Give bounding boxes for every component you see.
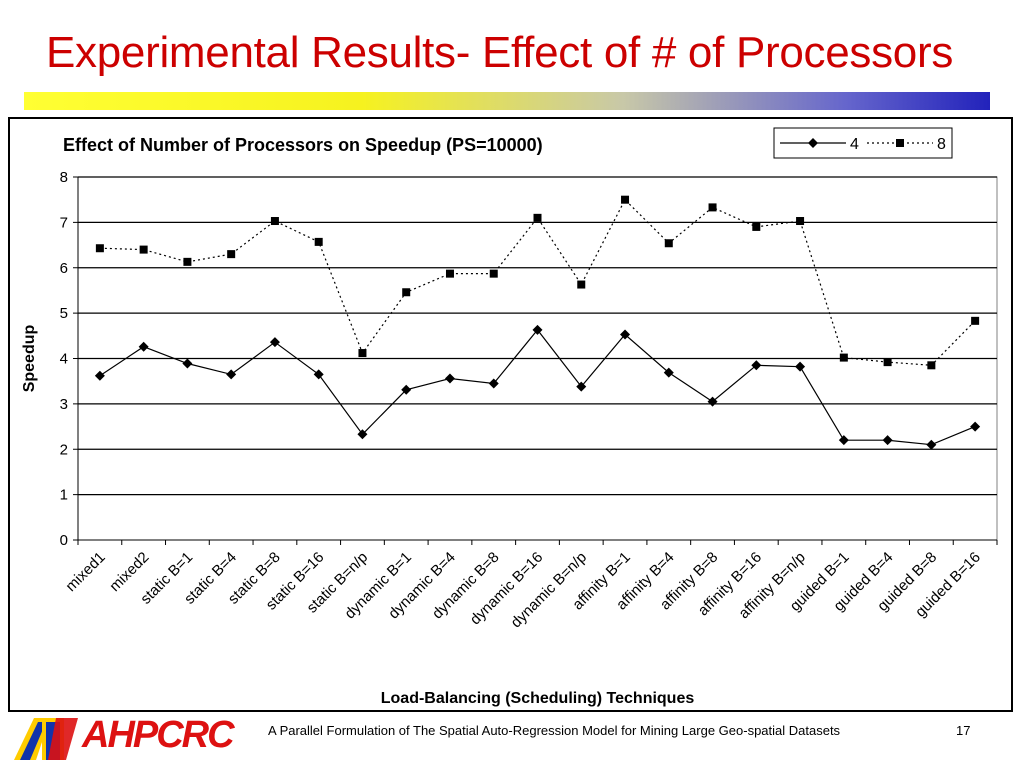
data-point-8 [95, 244, 104, 253]
data-point-4 [620, 329, 631, 340]
x-axis-label: Load-Balancing (Scheduling) Techniques [381, 690, 695, 707]
data-point-4 [532, 324, 543, 335]
page-number: 17 [956, 723, 971, 738]
legend-marker-4 [808, 138, 818, 148]
data-point-8 [752, 222, 761, 231]
data-point-4 [357, 429, 368, 440]
data-point-4 [926, 439, 937, 450]
data-point-4 [838, 435, 849, 446]
data-point-8 [621, 195, 630, 204]
ahpcrc-emblem-icon [14, 718, 78, 760]
chart-title: Effect of Number of Processors on Speedu… [63, 135, 543, 155]
data-point-4 [269, 337, 280, 348]
data-point-8 [445, 269, 454, 278]
y-axis-label: Speedup [21, 324, 38, 392]
series-line-8 [99, 198, 976, 366]
data-point-4 [970, 421, 981, 432]
speedup-chart: Effect of Number of Processors on Speedu… [21, 127, 998, 707]
data-point-4 [401, 384, 412, 395]
data-point-8 [839, 353, 848, 362]
data-point-4 [488, 378, 499, 389]
data-point-8 [971, 316, 980, 325]
data-point-8 [183, 257, 192, 266]
y-tick-label: 2 [60, 441, 68, 458]
data-point-4 [882, 435, 893, 446]
data-point-8 [358, 349, 367, 358]
logo-text: AHPCRC [82, 714, 235, 756]
data-point-8 [883, 358, 892, 367]
data-point-4 [138, 341, 149, 352]
legend-label-4: 4 [850, 136, 859, 153]
data-point-8 [489, 269, 498, 278]
data-point-8 [139, 245, 148, 254]
data-point-8 [664, 239, 673, 248]
data-point-4 [444, 373, 455, 384]
data-point-4 [663, 367, 674, 378]
data-point-4 [182, 358, 193, 369]
x-tick-label: mixed1 [62, 549, 108, 595]
data-point-8 [270, 217, 279, 226]
y-tick-label: 7 [60, 214, 68, 231]
y-tick-label: 6 [60, 260, 68, 277]
y-tick-label: 5 [60, 305, 68, 322]
data-point-8 [314, 237, 323, 246]
data-point-8 [927, 361, 936, 370]
data-point-8 [402, 288, 411, 297]
y-tick-label: 4 [60, 351, 68, 368]
data-point-8 [533, 213, 542, 222]
title-gradient-bar [24, 92, 990, 110]
y-tick-label: 3 [60, 396, 68, 413]
data-point-4 [94, 370, 105, 381]
slide-title: Experimental Results- Effect of # of Pro… [46, 28, 954, 77]
ahpcrc-logo: AHPCRC [12, 712, 244, 762]
data-point-8 [577, 280, 586, 289]
y-tick-label: 8 [60, 169, 68, 186]
legend-label-8: 8 [937, 136, 946, 153]
data-point-4 [313, 369, 324, 380]
legend-marker-8 [896, 139, 904, 147]
footer-text: A Parallel Formulation of The Spatial Au… [268, 723, 841, 738]
y-tick-label: 1 [60, 487, 68, 504]
data-point-4 [751, 360, 762, 371]
data-point-8 [708, 203, 717, 212]
data-point-4 [795, 361, 806, 372]
data-point-4 [226, 369, 237, 380]
chart-frame: Effect of Number of Processors on Speedu… [8, 117, 1013, 712]
y-tick-label: 0 [60, 532, 68, 549]
data-point-8 [227, 250, 236, 259]
x-tick-label: dynamic B=n/p [508, 549, 590, 631]
data-point-4 [576, 381, 587, 392]
data-point-8 [796, 217, 805, 226]
series-line-4 [99, 328, 976, 446]
data-point-4 [707, 396, 718, 407]
